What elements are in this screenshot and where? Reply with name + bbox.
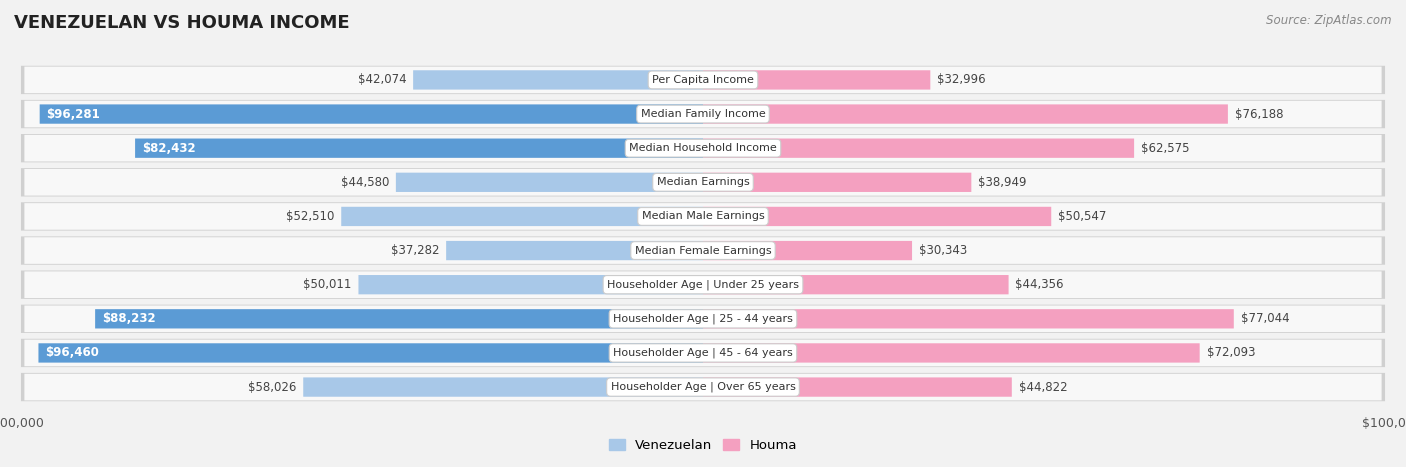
FancyBboxPatch shape bbox=[24, 101, 1382, 127]
FancyBboxPatch shape bbox=[38, 343, 703, 362]
Text: Median Household Income: Median Household Income bbox=[628, 143, 778, 153]
FancyBboxPatch shape bbox=[703, 377, 1012, 397]
Legend: Venezuelan, Houma: Venezuelan, Houma bbox=[603, 434, 803, 458]
FancyBboxPatch shape bbox=[703, 105, 1227, 124]
FancyBboxPatch shape bbox=[703, 241, 912, 260]
Text: $96,460: $96,460 bbox=[45, 347, 100, 360]
FancyBboxPatch shape bbox=[24, 237, 1382, 264]
FancyBboxPatch shape bbox=[24, 374, 1382, 400]
FancyBboxPatch shape bbox=[24, 305, 1382, 332]
Text: $76,188: $76,188 bbox=[1234, 107, 1284, 120]
Text: $72,093: $72,093 bbox=[1206, 347, 1256, 360]
FancyBboxPatch shape bbox=[24, 169, 1382, 196]
FancyBboxPatch shape bbox=[396, 173, 703, 192]
Text: Householder Age | Under 25 years: Householder Age | Under 25 years bbox=[607, 279, 799, 290]
FancyBboxPatch shape bbox=[21, 304, 1385, 333]
Text: Householder Age | 45 - 64 years: Householder Age | 45 - 64 years bbox=[613, 348, 793, 358]
Text: $44,356: $44,356 bbox=[1015, 278, 1064, 291]
Text: $88,232: $88,232 bbox=[103, 312, 156, 325]
Text: $44,580: $44,580 bbox=[340, 176, 389, 189]
FancyBboxPatch shape bbox=[703, 173, 972, 192]
FancyBboxPatch shape bbox=[21, 339, 1385, 367]
Text: $52,510: $52,510 bbox=[285, 210, 335, 223]
Text: $44,822: $44,822 bbox=[1019, 381, 1067, 394]
FancyBboxPatch shape bbox=[21, 100, 1385, 128]
Text: Source: ZipAtlas.com: Source: ZipAtlas.com bbox=[1267, 14, 1392, 27]
Text: Per Capita Income: Per Capita Income bbox=[652, 75, 754, 85]
FancyBboxPatch shape bbox=[96, 309, 703, 328]
Text: $82,432: $82,432 bbox=[142, 142, 195, 155]
Text: $30,343: $30,343 bbox=[920, 244, 967, 257]
FancyBboxPatch shape bbox=[39, 105, 703, 124]
FancyBboxPatch shape bbox=[342, 207, 703, 226]
FancyBboxPatch shape bbox=[21, 134, 1385, 163]
FancyBboxPatch shape bbox=[21, 66, 1385, 94]
FancyBboxPatch shape bbox=[446, 241, 703, 260]
FancyBboxPatch shape bbox=[21, 168, 1385, 197]
Text: $62,575: $62,575 bbox=[1142, 142, 1189, 155]
Text: $96,281: $96,281 bbox=[46, 107, 100, 120]
Text: $50,011: $50,011 bbox=[304, 278, 352, 291]
Text: $32,996: $32,996 bbox=[938, 73, 986, 86]
FancyBboxPatch shape bbox=[24, 271, 1382, 298]
Text: Householder Age | Over 65 years: Householder Age | Over 65 years bbox=[610, 382, 796, 392]
FancyBboxPatch shape bbox=[703, 70, 931, 90]
FancyBboxPatch shape bbox=[703, 275, 1008, 294]
FancyBboxPatch shape bbox=[21, 373, 1385, 401]
Text: VENEZUELAN VS HOUMA INCOME: VENEZUELAN VS HOUMA INCOME bbox=[14, 14, 350, 32]
FancyBboxPatch shape bbox=[24, 135, 1382, 162]
Text: Median Female Earnings: Median Female Earnings bbox=[634, 246, 772, 255]
Text: $77,044: $77,044 bbox=[1240, 312, 1289, 325]
FancyBboxPatch shape bbox=[21, 270, 1385, 299]
FancyBboxPatch shape bbox=[24, 67, 1382, 93]
Text: Median Earnings: Median Earnings bbox=[657, 177, 749, 187]
FancyBboxPatch shape bbox=[703, 343, 1199, 362]
Text: Householder Age | 25 - 44 years: Householder Age | 25 - 44 years bbox=[613, 313, 793, 324]
Text: $58,026: $58,026 bbox=[247, 381, 297, 394]
FancyBboxPatch shape bbox=[24, 340, 1382, 366]
Text: $50,547: $50,547 bbox=[1059, 210, 1107, 223]
FancyBboxPatch shape bbox=[21, 236, 1385, 265]
Text: $38,949: $38,949 bbox=[979, 176, 1026, 189]
Text: Median Family Income: Median Family Income bbox=[641, 109, 765, 119]
Text: $37,282: $37,282 bbox=[391, 244, 439, 257]
FancyBboxPatch shape bbox=[703, 309, 1234, 328]
FancyBboxPatch shape bbox=[413, 70, 703, 90]
FancyBboxPatch shape bbox=[135, 139, 703, 158]
FancyBboxPatch shape bbox=[703, 207, 1052, 226]
FancyBboxPatch shape bbox=[703, 139, 1135, 158]
FancyBboxPatch shape bbox=[304, 377, 703, 397]
FancyBboxPatch shape bbox=[24, 203, 1382, 230]
FancyBboxPatch shape bbox=[359, 275, 703, 294]
Text: Median Male Earnings: Median Male Earnings bbox=[641, 212, 765, 221]
FancyBboxPatch shape bbox=[21, 202, 1385, 231]
Text: $42,074: $42,074 bbox=[357, 73, 406, 86]
